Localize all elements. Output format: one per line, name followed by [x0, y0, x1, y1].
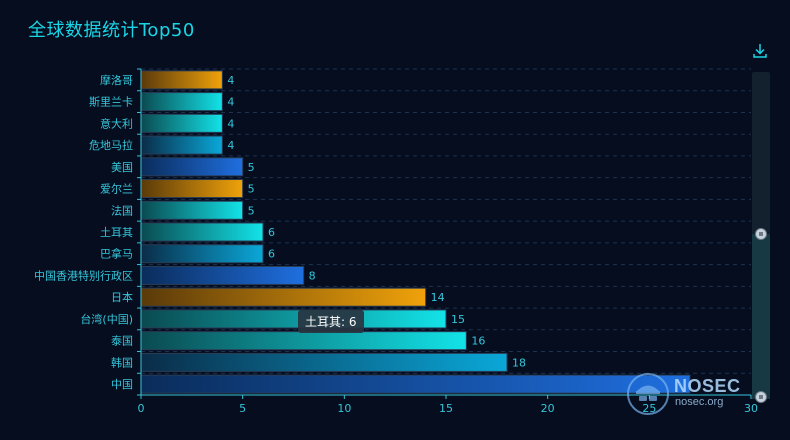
zoom-selected-range[interactable]: [752, 234, 770, 399]
value-label: 5: [248, 161, 255, 174]
x-tick-label: 30: [744, 402, 758, 415]
category-label: 危地马拉: [89, 138, 133, 152]
x-tick-label: 10: [337, 402, 351, 415]
zoom-handle-grip: [759, 395, 763, 399]
value-label: 6: [268, 248, 275, 261]
x-tick-label: 5: [239, 402, 246, 415]
bars: 摩洛哥 4 斯里兰卡 4 意大利 4 危地马拉 4 美国 5 爱尔兰 5 法国 5 土耳其 6 巴拿马 6 中国香港…: [34, 70, 691, 394]
value-label: 15: [451, 313, 465, 326]
bar[interactable]: [140, 374, 691, 394]
bar[interactable]: [140, 70, 223, 90]
chart-title: 全球数据统计Top50: [28, 20, 195, 41]
data-zoom-slider: [752, 72, 770, 403]
value-label: 4: [227, 117, 234, 130]
value-label: 18: [512, 356, 526, 369]
category-label: 台湾(中国): [80, 312, 133, 326]
zoom-handle-grip: [759, 232, 763, 236]
value-label: 16: [471, 335, 485, 348]
x-tick-label: 20: [541, 402, 555, 415]
category-label: 法国: [111, 203, 133, 217]
category-label: 巴拿马: [100, 247, 133, 261]
category-label: 中国香港特别行政区: [34, 268, 133, 282]
category-label: 意大利: [100, 116, 133, 130]
value-label: 8: [309, 269, 316, 282]
category-label: 摩洛哥: [100, 73, 133, 87]
category-label: 日本: [111, 290, 133, 304]
download-icon[interactable]: [751, 42, 769, 60]
x-tick-label: 25: [642, 402, 656, 415]
bar[interactable]: [140, 200, 244, 220]
value-label: 5: [248, 183, 255, 196]
category-label: 中国: [111, 378, 133, 391]
bar[interactable]: [140, 244, 264, 264]
x-tick-label: 15: [439, 402, 453, 415]
bar[interactable]: [140, 352, 508, 372]
category-label: 泰国: [111, 334, 133, 348]
tooltip: 土耳其: 6: [298, 310, 364, 333]
bar[interactable]: [140, 113, 223, 133]
value-label: 5: [248, 204, 255, 217]
bar[interactable]: [140, 179, 244, 199]
bar[interactable]: [140, 157, 244, 177]
bar[interactable]: [140, 331, 467, 351]
bar[interactable]: [140, 135, 223, 155]
value-label: 4: [227, 96, 234, 109]
bar[interactable]: [140, 287, 427, 307]
category-label: 爱尔兰: [100, 183, 133, 196]
category-label: 美国: [111, 161, 133, 174]
bar[interactable]: [140, 92, 223, 112]
value-label: 14: [431, 291, 445, 304]
bar[interactable]: [140, 265, 305, 285]
bar[interactable]: [140, 309, 447, 329]
category-label: 韩国: [111, 355, 133, 369]
value-label: 6: [268, 226, 275, 239]
value-label: 4: [227, 74, 234, 87]
category-label: 土耳其: [100, 226, 133, 239]
value-label: 4: [227, 139, 234, 152]
category-label: 斯里兰卡: [89, 96, 133, 109]
bar[interactable]: [140, 222, 264, 242]
x-tick-label: 0: [138, 402, 145, 415]
